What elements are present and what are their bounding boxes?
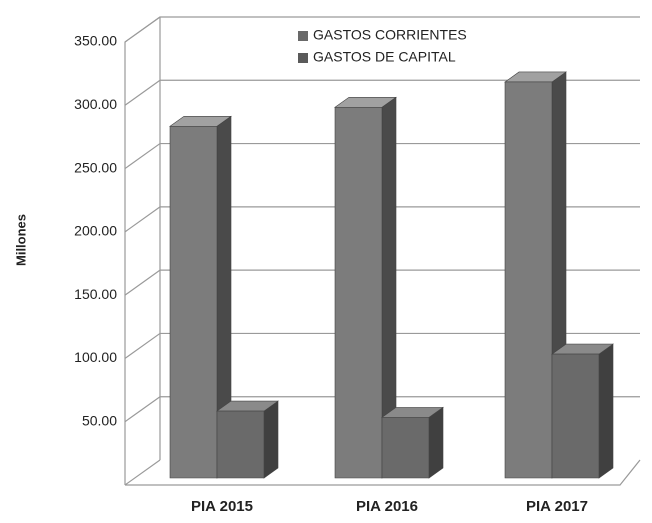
y-tick-label: 100.00 bbox=[74, 349, 117, 365]
legend-label: GASTOS DE CAPITAL bbox=[313, 49, 456, 65]
x-tick-label: PIA 2016 bbox=[356, 498, 418, 515]
legend-swatch bbox=[298, 53, 308, 63]
bar bbox=[334, 96, 397, 479]
x-tick-label: PIA 2017 bbox=[526, 498, 588, 515]
bar-side bbox=[263, 400, 279, 479]
bar bbox=[551, 343, 614, 479]
y-axis-label: Millones bbox=[13, 214, 28, 266]
grid-line bbox=[124, 332, 640, 359]
bar bbox=[381, 406, 444, 479]
bar-front bbox=[381, 417, 430, 479]
bar bbox=[216, 400, 279, 479]
legend-swatch bbox=[298, 31, 308, 41]
floor bbox=[125, 459, 641, 486]
y-tick-label: 50.00 bbox=[82, 412, 117, 428]
floor-back bbox=[124, 459, 161, 486]
y-tick-label: 150.00 bbox=[74, 286, 117, 302]
grid-line bbox=[124, 396, 640, 423]
y-tick-label: 300.00 bbox=[74, 96, 117, 112]
grid-line bbox=[124, 206, 640, 233]
bar-front bbox=[216, 410, 265, 479]
x-tick-label: PIA 2015 bbox=[191, 498, 253, 515]
bar-front bbox=[169, 125, 218, 479]
grid-line bbox=[124, 16, 640, 43]
axis-wall bbox=[124, 16, 161, 485]
bar-front bbox=[551, 353, 600, 479]
bar-side bbox=[428, 406, 444, 479]
grid-line bbox=[124, 269, 640, 296]
legend-label: GASTOS CORRIENTES bbox=[313, 27, 467, 43]
y-tick-label: 250.00 bbox=[74, 159, 117, 175]
y-tick-label: 200.00 bbox=[74, 223, 117, 239]
bar-front bbox=[504, 81, 553, 479]
y-tick-label: 350.00 bbox=[74, 33, 117, 49]
grid-line bbox=[124, 142, 640, 170]
grid-line bbox=[124, 79, 640, 106]
bar-front bbox=[334, 106, 383, 479]
bar-side bbox=[598, 343, 614, 479]
